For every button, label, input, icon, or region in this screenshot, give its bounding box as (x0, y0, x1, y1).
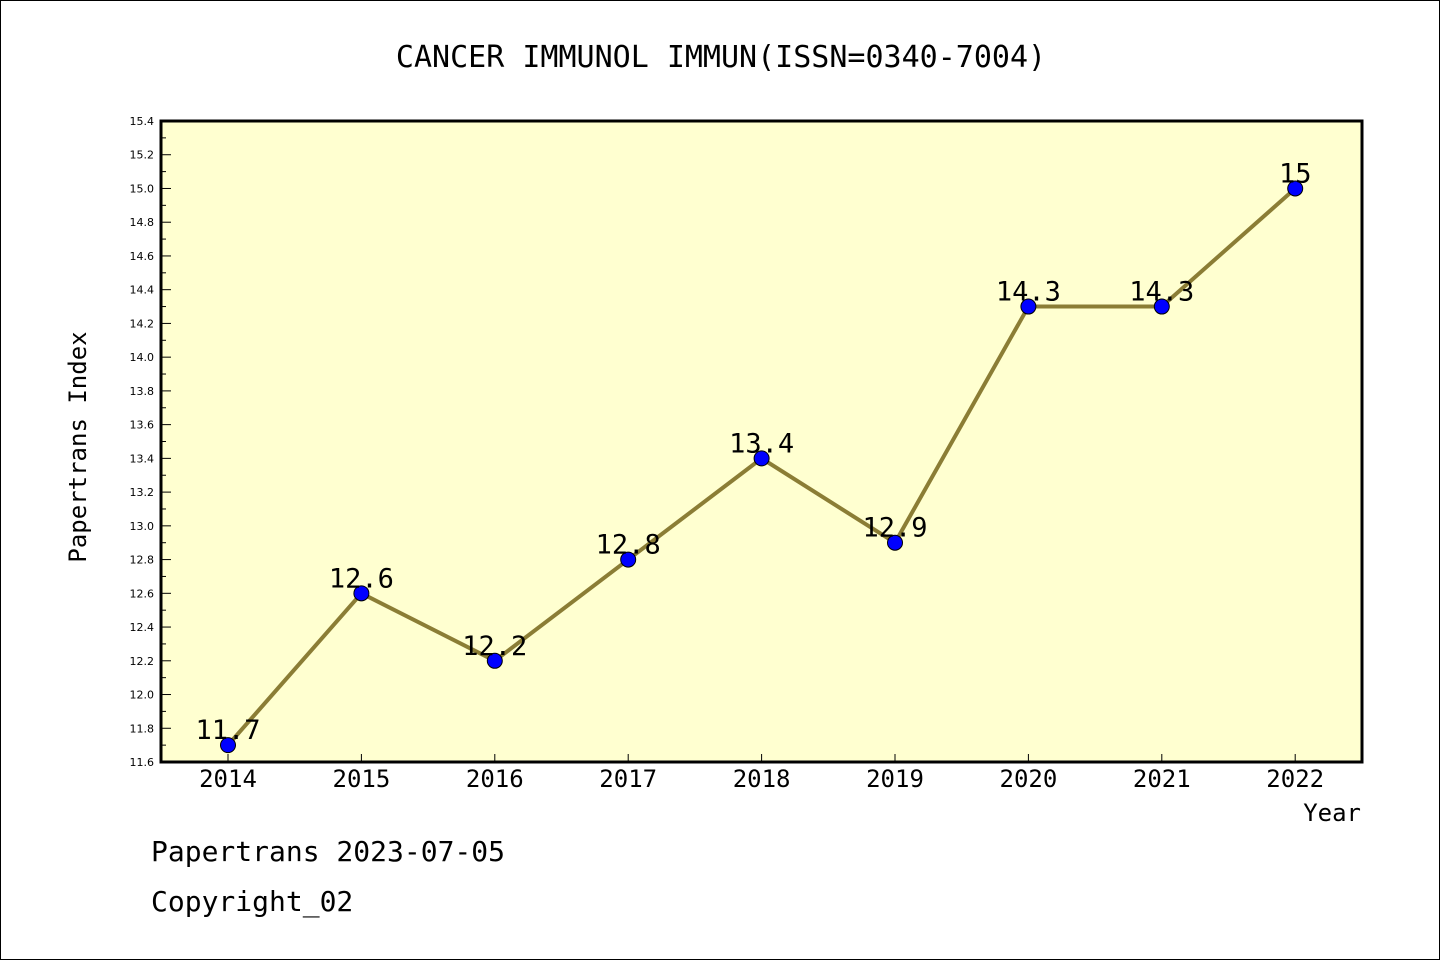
data-point (620, 551, 637, 568)
y-tick-label: 13.4 (130, 452, 155, 465)
plot-border (159, 119, 1364, 764)
plot-area (161, 121, 1362, 762)
y-tick-label: 15.4 (130, 115, 155, 128)
y-axis-label: Papertrans Index (64, 331, 92, 562)
y-tick-label: 12.0 (130, 689, 155, 702)
x-tick-label: 2019 (866, 765, 924, 793)
y-tick-label: 12.6 (130, 587, 155, 600)
data-point (220, 737, 236, 754)
x-axis: 2014 2015 2016 2017 2018 2019 2020 2021 2022 (199, 754, 1324, 793)
y-tick-label: 14.2 (130, 317, 155, 330)
data-markers (220, 180, 1304, 754)
data-label: 14.3 (996, 277, 1061, 308)
y-tick-label: 13.8 (130, 385, 155, 398)
y-tick-label: 12.2 (130, 655, 155, 668)
y-tick-label: 14.8 (130, 216, 155, 229)
y-tick-label: 15.0 (130, 182, 155, 195)
data-point (486, 652, 503, 669)
y-tick-label: 13.0 (130, 520, 155, 533)
x-tick-label: 2021 (1133, 765, 1191, 793)
data-label: 12.9 (862, 513, 927, 544)
data-point (353, 585, 370, 602)
data-point (753, 450, 770, 467)
footer-copyright: Copyright_02 (151, 885, 354, 918)
data-label: 12.2 (462, 631, 527, 662)
x-tick-label: 2017 (599, 765, 657, 793)
x-tick-label: 2020 (1000, 765, 1058, 793)
chart-title: CANCER IMMUNOL IMMUN(ISSN=0340-7004) (396, 40, 1046, 75)
data-label: 14.3 (1129, 277, 1194, 308)
y-tick-label: 11.8 (130, 722, 155, 735)
data-label: 13.4 (729, 428, 794, 459)
footer-date: Papertrans 2023-07-05 (151, 835, 506, 868)
data-point (1020, 298, 1037, 315)
x-tick-label: 2015 (333, 765, 391, 793)
y-tick-label: 13.2 (130, 486, 155, 499)
data-point (1153, 298, 1170, 315)
x-tick-label: 2018 (733, 765, 791, 793)
y-tick-label: 11.6 (130, 756, 155, 769)
y-tick-label: 12.8 (130, 554, 155, 567)
x-tick-label: 2022 (1266, 765, 1324, 793)
data-label: 11.7 (195, 715, 260, 746)
x-axis-label: Year (1303, 799, 1361, 827)
y-tick-label: 12.4 (130, 621, 155, 634)
data-label: 15 (1279, 158, 1312, 189)
y-tick-label: 15.2 (130, 149, 155, 162)
y-tick-label: 14.6 (130, 250, 155, 263)
y-tick-label: 14.4 (130, 284, 155, 297)
data-label: 12.8 (596, 530, 661, 561)
data-label: 12.6 (329, 563, 394, 594)
x-tick-label: 2016 (466, 765, 524, 793)
data-point (887, 534, 903, 551)
y-axis: 11.6 11.8 12.0 12.2 12.4 12.6 12.8 13.0 13.2 13.4… (130, 115, 171, 769)
data-labels: 11.7 12.6 12.2 12.8 13.4 12.9 14.3 14.3 15 (195, 158, 1311, 746)
data-point (1287, 180, 1304, 197)
x-tick-label: 2014 (199, 765, 257, 793)
y-tick-label: 13.6 (130, 419, 155, 432)
y-tick-label: 14.0 (130, 351, 155, 364)
